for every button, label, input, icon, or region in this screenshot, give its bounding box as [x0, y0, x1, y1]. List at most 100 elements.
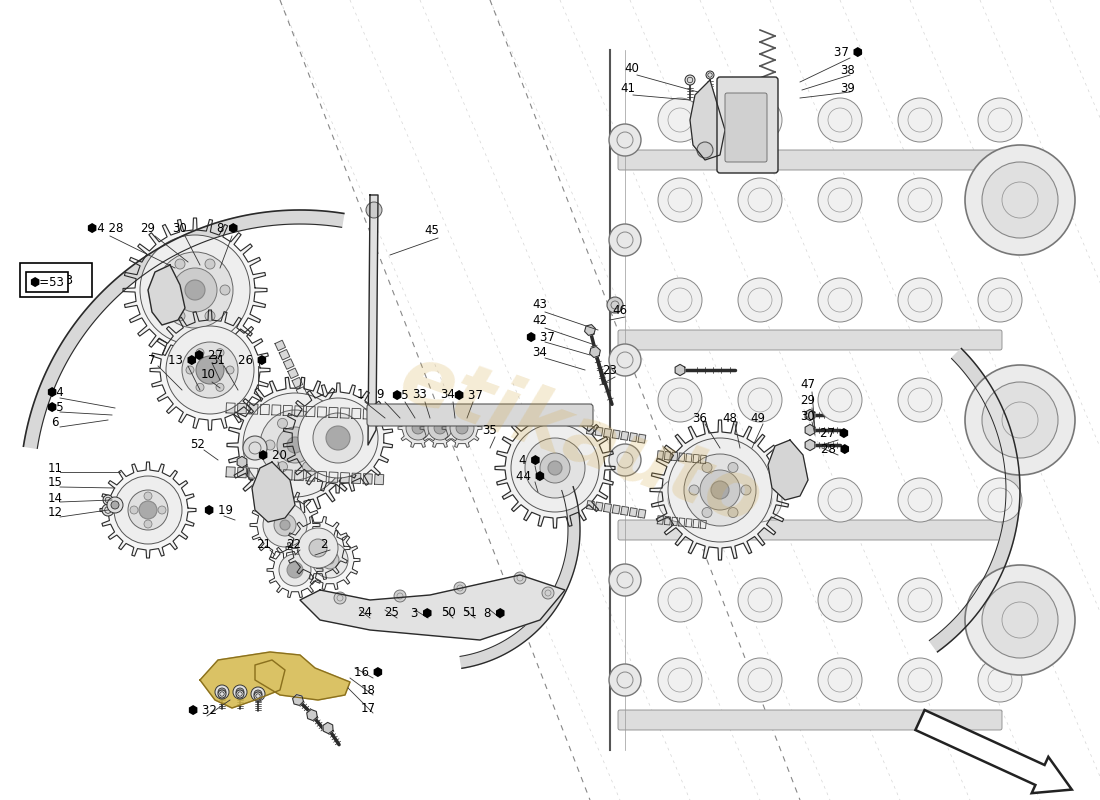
Polygon shape [460, 486, 580, 668]
Circle shape [609, 344, 641, 376]
Polygon shape [279, 350, 289, 360]
Polygon shape [930, 349, 1020, 652]
Text: 25: 25 [385, 606, 399, 619]
Text: ⬢5: ⬢5 [392, 389, 409, 402]
Circle shape [898, 578, 942, 622]
Polygon shape [700, 520, 706, 529]
Polygon shape [200, 652, 350, 708]
Polygon shape [657, 450, 663, 459]
Circle shape [738, 278, 782, 322]
Polygon shape [323, 722, 333, 734]
Circle shape [314, 413, 363, 463]
Circle shape [279, 554, 311, 586]
Polygon shape [584, 325, 595, 335]
Text: 36: 36 [693, 411, 707, 425]
FancyBboxPatch shape [618, 330, 1002, 350]
Circle shape [898, 98, 942, 142]
Circle shape [277, 418, 287, 428]
Polygon shape [638, 434, 646, 443]
Polygon shape [238, 467, 246, 478]
Circle shape [607, 297, 623, 313]
Polygon shape [352, 473, 361, 483]
Polygon shape [100, 462, 196, 558]
Circle shape [658, 478, 702, 522]
Circle shape [738, 98, 782, 142]
Polygon shape [700, 455, 706, 463]
Text: 33: 33 [412, 389, 428, 402]
Text: 9: 9 [376, 389, 384, 402]
Polygon shape [495, 408, 615, 528]
Circle shape [982, 382, 1058, 458]
Circle shape [265, 440, 275, 450]
Circle shape [175, 311, 185, 321]
Polygon shape [368, 195, 378, 445]
Circle shape [439, 409, 451, 421]
Circle shape [128, 490, 168, 530]
Circle shape [525, 438, 585, 498]
Text: 14: 14 [47, 491, 63, 505]
Text: 30: 30 [173, 222, 187, 234]
Circle shape [728, 462, 738, 473]
Circle shape [274, 514, 296, 536]
Text: 46: 46 [613, 303, 627, 317]
Polygon shape [272, 405, 280, 415]
Circle shape [406, 416, 430, 440]
Circle shape [218, 688, 226, 696]
Circle shape [702, 462, 712, 473]
Circle shape [185, 280, 205, 300]
Circle shape [315, 440, 324, 450]
Circle shape [898, 478, 942, 522]
Polygon shape [586, 501, 594, 510]
Circle shape [464, 409, 476, 421]
Text: 43: 43 [532, 298, 548, 311]
Circle shape [160, 285, 170, 295]
Polygon shape [295, 406, 304, 416]
Circle shape [554, 409, 566, 421]
Polygon shape [657, 516, 663, 524]
Circle shape [818, 378, 862, 422]
Polygon shape [293, 694, 304, 706]
Circle shape [738, 578, 782, 622]
Text: 34: 34 [441, 389, 455, 402]
Circle shape [114, 476, 182, 544]
Polygon shape [671, 452, 678, 461]
Circle shape [898, 278, 942, 322]
Text: 39: 39 [840, 82, 856, 94]
Text: 27 ⬢: 27 ⬢ [821, 426, 849, 439]
Circle shape [214, 685, 229, 699]
Circle shape [514, 572, 526, 584]
Circle shape [140, 235, 250, 345]
FancyArrow shape [915, 710, 1071, 793]
Circle shape [978, 578, 1022, 622]
Polygon shape [295, 470, 304, 481]
Circle shape [540, 453, 570, 483]
Circle shape [102, 504, 114, 516]
Text: 3 ⬢: 3 ⬢ [411, 606, 432, 619]
Circle shape [251, 687, 265, 701]
Polygon shape [620, 431, 628, 440]
Circle shape [130, 506, 138, 514]
Circle shape [287, 437, 303, 453]
Circle shape [144, 492, 152, 500]
Polygon shape [650, 420, 790, 560]
Circle shape [254, 690, 262, 698]
Polygon shape [340, 408, 350, 418]
Polygon shape [307, 710, 317, 721]
Text: ⬢ 20: ⬢ 20 [257, 449, 286, 462]
Circle shape [216, 349, 224, 357]
Circle shape [205, 311, 214, 321]
Circle shape [978, 278, 1022, 322]
Polygon shape [363, 409, 372, 419]
Text: 8 ⬢: 8 ⬢ [484, 606, 506, 619]
Text: 41: 41 [620, 82, 636, 94]
Circle shape [454, 582, 466, 594]
Circle shape [166, 326, 254, 414]
Polygon shape [148, 265, 185, 325]
Polygon shape [679, 453, 685, 462]
Polygon shape [675, 364, 685, 376]
FancyBboxPatch shape [618, 710, 1002, 730]
Circle shape [512, 424, 600, 512]
Circle shape [658, 658, 702, 702]
Circle shape [494, 409, 506, 421]
Polygon shape [250, 490, 320, 560]
